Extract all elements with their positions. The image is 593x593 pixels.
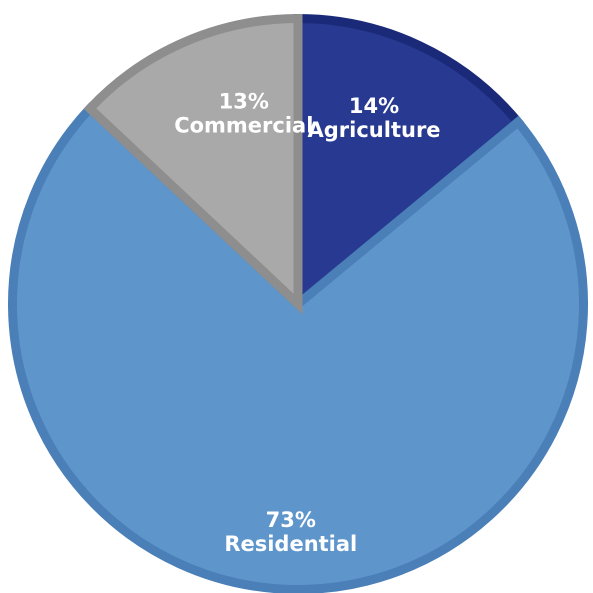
slice-name-commercial: Commercial bbox=[174, 113, 313, 137]
slice-percent-residential: 73% bbox=[266, 508, 316, 532]
slice-percent-commercial: 13% bbox=[219, 89, 269, 113]
slice-name-residential: Residential bbox=[224, 532, 357, 556]
pie-slice-commercial bbox=[83, 13, 303, 315]
pie-slice-residential bbox=[8, 102, 588, 593]
slice-name-agriculture: Agriculture bbox=[308, 118, 441, 142]
pie-slice-agriculture bbox=[293, 13, 525, 314]
slice-percent-agriculture: 14% bbox=[349, 94, 399, 118]
